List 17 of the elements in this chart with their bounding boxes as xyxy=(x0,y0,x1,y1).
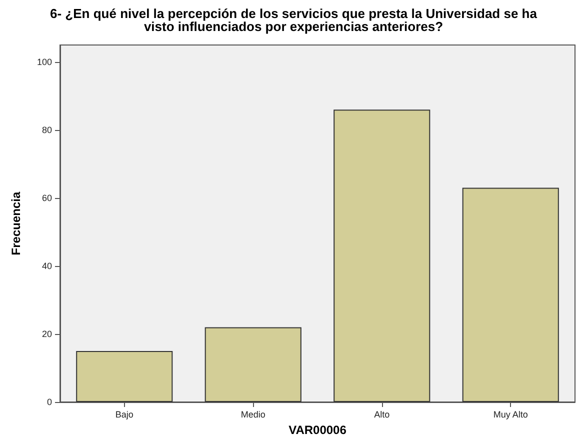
x-tick-label: Muy Alto xyxy=(493,410,528,420)
x-tick-label: Bajo xyxy=(115,410,134,420)
x-axis-title: VAR00006 xyxy=(288,423,347,437)
bar xyxy=(76,351,173,402)
bar xyxy=(334,110,430,402)
chart-title: 6- ¿En qué nivel la percepción de los servicios que presta la Universidad se ha visto influenciados por experiencias anteriores? xyxy=(50,6,538,34)
y-tick-label: 0 xyxy=(46,397,52,407)
bar xyxy=(204,327,302,402)
x-tick-label: Alto xyxy=(374,410,390,420)
y-tick-label: 40 xyxy=(42,261,52,271)
y-tick-label: 100 xyxy=(36,57,52,67)
y-axis-title: Frecuencia xyxy=(9,192,23,256)
y-tick-label: 20 xyxy=(42,329,52,339)
y-tick-label: 80 xyxy=(42,125,52,135)
x-tick-label: Medio xyxy=(240,410,266,420)
bar xyxy=(462,188,559,402)
y-tick-label: 60 xyxy=(42,193,52,203)
